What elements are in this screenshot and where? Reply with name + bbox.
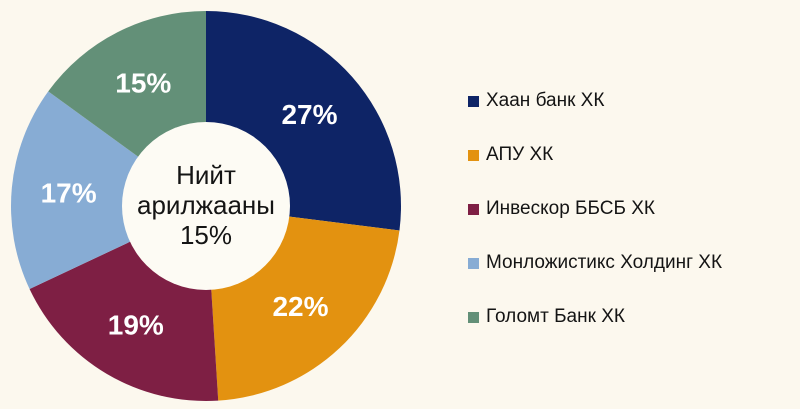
legend-item-golomt-bank: Голомт Банк ХК	[468, 306, 722, 328]
legend-label: Монложистикс Холдинг ХК	[486, 252, 723, 273]
legend-item-apu: АПУ ХК	[468, 144, 722, 166]
legend-label: Инвескор ББСБ ХК	[486, 198, 655, 219]
legend-swatch-icon	[468, 257, 479, 269]
legend-swatch-icon	[468, 149, 479, 161]
legend-label: АПУ ХК	[486, 144, 554, 165]
slice-label-4: 15%	[115, 68, 171, 99]
chart-legend: Хаан банк ХК АПУ ХК Инвескор ББСБ ХК Мон…	[468, 90, 722, 328]
legend-label: Голомт Банк ХК	[486, 306, 625, 327]
pie-slice-3	[10, 91, 206, 290]
legend-swatch-icon	[468, 95, 479, 107]
donut-chart-svg: 27% 22% 19% 17% 15%	[10, 10, 401, 402]
donut-hole	[122, 122, 290, 290]
legend-swatch-icon	[468, 311, 479, 323]
slice-label-2: 19%	[108, 309, 164, 340]
legend-swatch-icon	[468, 203, 479, 215]
slice-label-1: 22%	[272, 291, 328, 322]
legend-item-monlogistics: Монложистикс Холдинг ХК	[468, 252, 722, 274]
legend-item-invescore: Инвескор ББСБ ХК	[468, 198, 722, 220]
slice-label-0: 27%	[281, 99, 337, 130]
donut-chart: 27% 22% 19% 17% 15% Нийт арилжааны 15%	[10, 10, 401, 402]
legend-item-khan-bank: Хаан банк ХК	[468, 90, 722, 112]
slice-label-3: 17%	[41, 178, 97, 209]
legend-label: Хаан банк ХК	[486, 90, 605, 111]
